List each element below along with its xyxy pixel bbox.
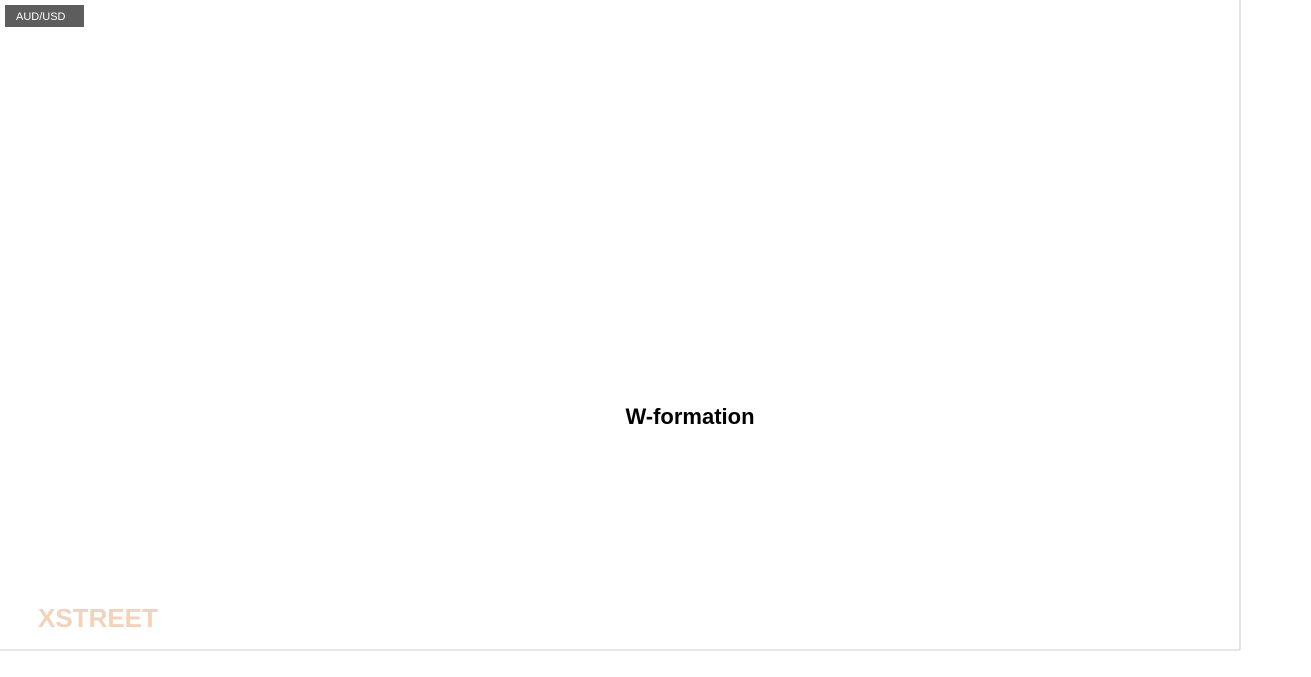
symbol: AUD/USD bbox=[16, 11, 66, 23]
watermark: XSTREET bbox=[38, 603, 158, 633]
annotation: W-formation bbox=[625, 404, 754, 429]
symbol-badge bbox=[5, 5, 84, 27]
